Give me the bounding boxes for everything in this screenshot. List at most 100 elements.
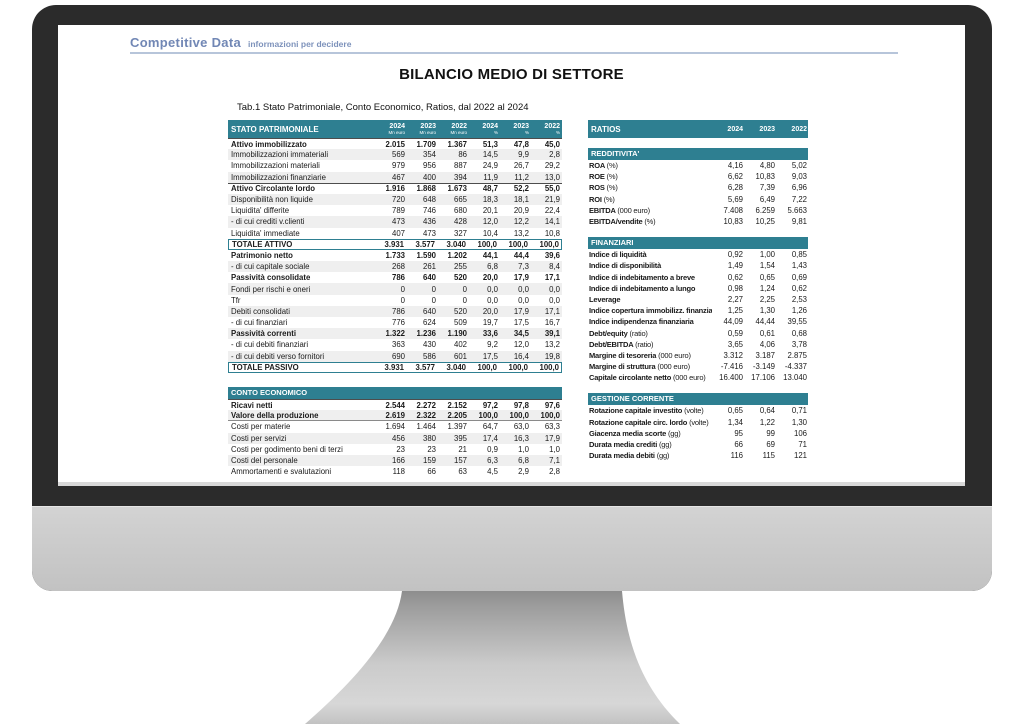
cell-value: 39,6 bbox=[544, 250, 560, 260]
cell-value: 6,49 bbox=[759, 194, 775, 204]
cell-value: 34,5 bbox=[513, 329, 529, 339]
row-unit: (000 euro) bbox=[657, 362, 690, 372]
cell-value: 746 bbox=[422, 206, 436, 216]
table-row: Costi per godimento beni di terzi 23 23 21 0… bbox=[228, 444, 562, 455]
cell-value: 2.152 bbox=[447, 400, 467, 410]
cell-value: 3.312 bbox=[723, 350, 743, 360]
cell-value: 0,85 bbox=[791, 250, 807, 260]
cell-value: 100,0 bbox=[509, 410, 529, 420]
row-label: - di cui debiti verso fornitori bbox=[231, 351, 325, 361]
cell-value: 22,4 bbox=[544, 206, 560, 216]
cell-value: 44,1 bbox=[482, 250, 498, 260]
monitor-stand bbox=[305, 591, 680, 724]
cell-value: 19,8 bbox=[544, 351, 560, 361]
cell-value: 86 bbox=[458, 150, 467, 160]
table-row: Passività correnti 1.322 1.236 1.190 33,6 34,… bbox=[228, 328, 562, 340]
row-label: Giacenza media scorte (gg) bbox=[589, 428, 681, 438]
cell-value: 71 bbox=[798, 440, 807, 450]
cell-value: 601 bbox=[453, 351, 467, 361]
table-row: - di cui crediti v.clienti 473 436 428 12,0 1… bbox=[228, 216, 562, 228]
cell-value: 166 bbox=[391, 455, 405, 465]
row-unit: (gg) bbox=[656, 451, 670, 461]
year-column-header: 2024% bbox=[469, 120, 500, 138]
cell-value: 1,30 bbox=[791, 417, 807, 427]
cell-value: 16,7 bbox=[544, 318, 560, 328]
cell-value: 24,9 bbox=[482, 161, 498, 171]
cell-value: 100,0 bbox=[477, 362, 497, 372]
cell-value: 97,2 bbox=[482, 400, 498, 410]
cell-value: 1.322 bbox=[385, 329, 405, 339]
cell-value: 106 bbox=[793, 428, 807, 438]
cell-value: 789 bbox=[391, 206, 405, 216]
cell-value: 48,7 bbox=[482, 184, 498, 194]
cell-value: 2.205 bbox=[447, 410, 467, 420]
table-row: Indice di liquidità 0,92 1,00 0,85 bbox=[588, 249, 808, 260]
cell-value: 979 bbox=[391, 161, 405, 171]
income-rows: Ricavi netti 2.544 2.272 2.152 97,2 97,8 97,6 V… bbox=[228, 398, 562, 477]
year-label: 2022 bbox=[544, 122, 560, 130]
table-row: Indice indipendenza finanziaria 44,09 44,4… bbox=[588, 316, 808, 327]
cell-value: 69 bbox=[766, 440, 775, 450]
year-column-header: 2023 Mn euro bbox=[407, 120, 438, 138]
unit-label: Mn euro bbox=[388, 129, 405, 135]
cell-value: 16.400 bbox=[719, 373, 743, 383]
row-label: Costi del personale bbox=[231, 455, 298, 465]
cell-value: 430 bbox=[422, 340, 436, 350]
cell-value: 100,0 bbox=[539, 362, 559, 372]
cell-value: 7.408 bbox=[723, 205, 743, 215]
year-label: 2024 bbox=[482, 122, 498, 130]
row-label: EBITDA (000 euro) bbox=[589, 205, 650, 215]
cell-value: 9,03 bbox=[791, 172, 807, 182]
table-row: TOTALE ATTIVO 3.931 3.577 3.040 100,0 100,0 10… bbox=[228, 238, 562, 250]
row-label: Rotazione capitale circ. lordo (volte) bbox=[589, 417, 709, 427]
row-unit: (gg) bbox=[667, 428, 681, 438]
cell-value: 10,4 bbox=[482, 228, 498, 238]
table-row: Rotazione capitale circ. lordo (volte) 1,… bbox=[588, 417, 808, 428]
cell-value: 5,02 bbox=[791, 161, 807, 171]
cell-value: 0,92 bbox=[727, 250, 743, 260]
cell-value: 17,5 bbox=[513, 318, 529, 328]
table-row: Durata media crediti (gg) 66 69 71 bbox=[588, 439, 808, 450]
cell-value: 6,96 bbox=[791, 183, 807, 193]
cell-value: 66 bbox=[734, 440, 743, 450]
cell-value: 395 bbox=[453, 433, 467, 443]
cell-value: 467 bbox=[391, 172, 405, 182]
cell-value: 23 bbox=[396, 444, 405, 454]
row-label: Indice copertura immobilizz. finanziarie bbox=[589, 306, 712, 316]
cell-value: 44,09 bbox=[723, 317, 743, 327]
balance-sheet-table: STATO PATRIMONIALE 2024 Mn euro 2023 Mn eur… bbox=[228, 120, 562, 477]
cell-value: 2,8 bbox=[549, 150, 560, 160]
section-header: GESTIONE CORRENTE bbox=[588, 393, 808, 406]
cell-value: 2.875 bbox=[787, 350, 807, 360]
cell-value: 0,0 bbox=[487, 284, 498, 294]
cell-value: 473 bbox=[391, 217, 405, 227]
table-row: Liquidita' differite 789 746 680 20,1 20,9 22,… bbox=[228, 205, 562, 216]
cell-value: 456 bbox=[391, 433, 405, 443]
unit-label: % bbox=[493, 129, 498, 135]
row-unit: (ratio) bbox=[629, 328, 648, 338]
cell-value: 63,0 bbox=[513, 422, 529, 432]
cell-value: 1,22 bbox=[759, 417, 775, 427]
cell-value: 354 bbox=[422, 150, 436, 160]
cell-value: 9,9 bbox=[518, 150, 529, 160]
cell-value: 97,8 bbox=[513, 400, 529, 410]
row-label: - di cui debiti finanziari bbox=[231, 340, 309, 350]
row-label: Durata media debiti (gg) bbox=[589, 451, 670, 461]
cell-value: 3.187 bbox=[755, 350, 775, 360]
balance-year-columns: 2024 Mn euro 2023 Mn euro 2022 Mn euro 2024% 20… bbox=[376, 120, 562, 138]
cell-value: 64,7 bbox=[482, 422, 498, 432]
cell-value: 520 bbox=[453, 273, 467, 283]
cell-value: 21 bbox=[458, 444, 467, 454]
row-label: Debt/equity (ratio) bbox=[589, 328, 648, 338]
table-row: EBITDA/vendite (%) 10,83 10,25 9,81 bbox=[588, 216, 808, 227]
row-label: Ammortamenti e svalutazioni bbox=[231, 467, 332, 477]
cell-value: 0,65 bbox=[727, 406, 743, 416]
cell-value: 157 bbox=[453, 455, 467, 465]
row-label: Durata media crediti (gg) bbox=[589, 440, 672, 450]
table-row: Disponibilità non liquide 720 648 665 18,3 18… bbox=[228, 193, 562, 206]
row-label: Indice indipendenza finanziaria bbox=[589, 317, 694, 327]
cell-value: 0 bbox=[462, 284, 467, 294]
brand-name: Competitive Data bbox=[130, 35, 241, 50]
table-row: Attivo immobilizzato 2.015 1.709 1.367 51,3 4… bbox=[228, 138, 562, 149]
balance-table-title: STATO PATRIMONIALE bbox=[231, 125, 319, 134]
